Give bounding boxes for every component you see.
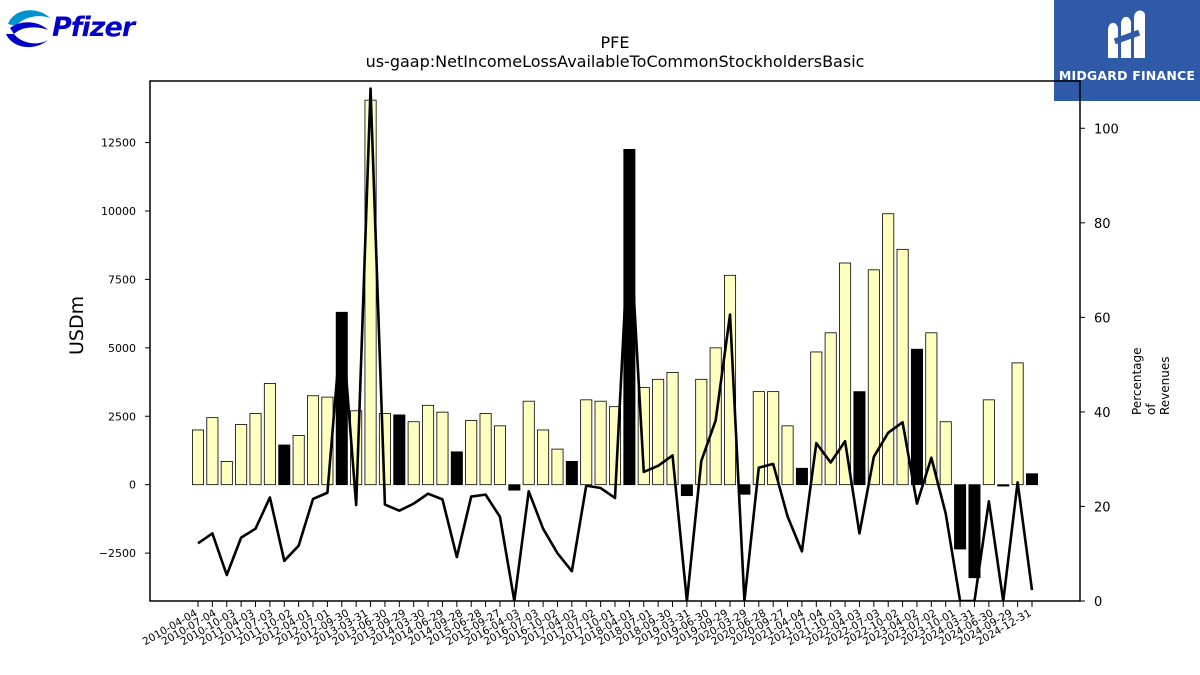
bar-34: [680, 484, 693, 497]
bar-55: [982, 399, 995, 486]
y2-tick-label-1: 20: [1094, 500, 1111, 515]
bar-18: [450, 451, 463, 486]
bar-31: [637, 387, 650, 486]
bar-2: [220, 461, 233, 486]
bar-42: [795, 467, 808, 486]
bar-40: [767, 391, 780, 486]
bar-0: [191, 429, 204, 486]
pfizer-logo: Pfizer: [4, 4, 135, 60]
y2-tick-label-0: 0: [1094, 595, 1102, 610]
bar-23: [522, 400, 535, 486]
bar-43: [810, 351, 823, 486]
bar-22: [508, 484, 521, 491]
bar-26: [565, 461, 578, 486]
bar-50: [910, 348, 923, 486]
bar-54: [968, 484, 981, 579]
y-tick-label-4: 7500: [108, 273, 136, 286]
bar-8: [307, 395, 320, 486]
bar-32: [652, 378, 665, 486]
pfizer-logo-mark: [6, 10, 50, 48]
bar-17: [436, 411, 449, 486]
midgard-finance-logo: MIDGARD FINANCE: [1054, 0, 1200, 101]
bar-48: [882, 213, 895, 486]
bar-21: [493, 425, 506, 486]
bar-37: [724, 274, 737, 486]
y2-tick-label-2: 40: [1094, 406, 1111, 421]
bar-46: [853, 391, 866, 486]
bar-41: [781, 425, 794, 486]
revenue-pct-line: [197, 87, 1034, 601]
y2-tick-label-4: 80: [1094, 217, 1111, 232]
bar-7: [292, 435, 305, 486]
plot-frame: [149, 80, 1081, 602]
bar-12: [364, 99, 377, 486]
y-tick-label-5: 10000: [101, 205, 136, 218]
midgard-logo-text: MIDGARD FINANCE: [1058, 68, 1196, 83]
bar-53: [954, 484, 967, 550]
bar-25: [551, 448, 564, 486]
bar-6: [278, 444, 291, 486]
pfizer-logo-text: Pfizer: [52, 12, 135, 43]
chart-title: PFE: [600, 33, 630, 52]
y-tick-label-1: 0: [129, 479, 136, 492]
bar-3: [235, 424, 248, 486]
bar-49: [896, 248, 909, 486]
bar-5: [263, 383, 276, 486]
bar-10: [335, 311, 348, 486]
bar-15: [407, 421, 420, 486]
midgard-logo-mark: [1108, 10, 1145, 58]
bar-58: [1026, 473, 1039, 486]
bar-28: [594, 400, 607, 486]
bar-27: [580, 399, 593, 486]
bar-56: [997, 484, 1010, 487]
y-tick-label-0: −2500: [99, 547, 136, 560]
y2-tick-label-3: 60: [1094, 311, 1111, 326]
bar-47: [867, 269, 880, 486]
bar-44: [824, 332, 837, 486]
bar-1: [206, 417, 219, 486]
bar-45: [839, 262, 852, 486]
bar-20: [479, 413, 492, 486]
bar-19: [465, 419, 478, 486]
bar-24: [537, 429, 550, 486]
y-tick-label-2: 2500: [108, 410, 136, 423]
bar-16: [422, 404, 435, 486]
bar-14: [393, 414, 406, 486]
bar-52: [939, 421, 952, 486]
bar-51: [925, 332, 938, 486]
y-tick-label-3: 5000: [108, 342, 136, 355]
bar-33: [666, 372, 679, 486]
bar-57: [1011, 362, 1024, 486]
bar-4: [249, 413, 262, 486]
y2-tick-label-5: 100: [1094, 122, 1119, 137]
bar-39: [752, 391, 765, 486]
y-tick-label-6: 12500: [101, 137, 136, 150]
bar-35: [695, 378, 708, 486]
chart-subtitle: us-gaap:NetIncomeLossAvailableToCommonSt…: [365, 52, 865, 71]
bar-38: [738, 484, 751, 495]
